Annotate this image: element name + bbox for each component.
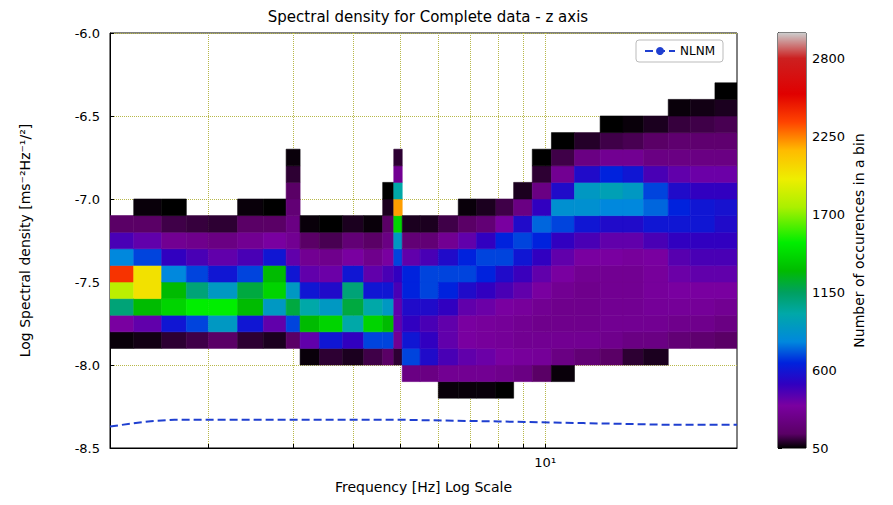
- svg-text:-7.5: -7.5: [75, 275, 100, 290]
- svg-text:-8.5: -8.5: [75, 441, 100, 456]
- svg-text:Log Spectral density [ms⁻²Hz⁻¹: Log Spectral density [ms⁻²Hz⁻¹/²]: [17, 124, 33, 358]
- svg-text:Spectral density for Complete: Spectral density for Complete data - z a…: [268, 8, 589, 26]
- svg-text:-8.0: -8.0: [75, 358, 100, 373]
- svg-text:2800: 2800: [812, 51, 845, 66]
- svg-text:1150: 1150: [812, 285, 845, 300]
- svg-text:-6.5: -6.5: [75, 109, 100, 124]
- svg-text:10¹: 10¹: [534, 455, 556, 470]
- svg-text:1700: 1700: [812, 207, 845, 222]
- svg-text:2250: 2250: [812, 129, 845, 144]
- svg-text:50: 50: [812, 441, 829, 456]
- svg-text:-7.0: -7.0: [75, 192, 100, 207]
- svg-text:NLNM: NLNM: [680, 44, 715, 58]
- svg-text:Frequency [Hz] Log Scale: Frequency [Hz] Log Scale: [335, 479, 512, 495]
- svg-text:-6.0: -6.0: [75, 26, 100, 41]
- svg-text:Number of occurences in a bin: Number of occurences in a bin: [851, 133, 867, 347]
- svg-text:600: 600: [812, 363, 837, 378]
